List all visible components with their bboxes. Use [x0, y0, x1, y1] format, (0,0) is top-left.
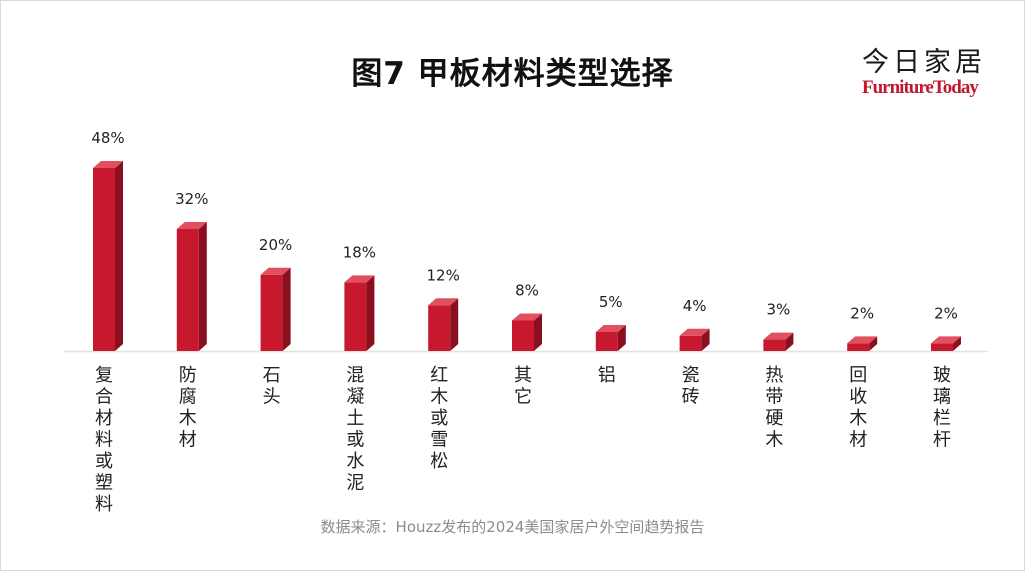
bar-10: [847, 343, 870, 351]
data-label-11: 2%: [934, 304, 958, 322]
category-label-4-char-2: 凝: [346, 387, 364, 408]
category-label-5-char-4: 雪: [430, 430, 448, 451]
data-label-3: 20%: [259, 236, 292, 254]
bar-top-3: [260, 267, 291, 275]
data-label-9: 3%: [767, 301, 791, 319]
category-label-10-char-2: 收: [849, 387, 867, 408]
category-label-5-char-2: 木: [430, 387, 448, 408]
category-label-6-char-2: 它: [514, 387, 532, 408]
category-label-11-char-3: 栏: [933, 408, 951, 429]
bar-6: [512, 320, 534, 351]
category-label-5-char-5: 松: [430, 451, 448, 472]
category-label-5-char-1: 红: [430, 365, 448, 386]
bar-side-6: [534, 313, 542, 351]
bar-7: [595, 331, 618, 351]
category-label-10-char-3: 木: [849, 408, 867, 429]
category-label-4-char-5: 水: [346, 451, 364, 472]
data-label-7: 5%: [599, 293, 623, 311]
bar-side-7: [617, 324, 626, 351]
bar-2: [176, 229, 199, 351]
bar-side-2: [198, 222, 207, 351]
category-label-8-char-2: 砖: [682, 387, 700, 408]
category-label-4-char-6: 泥: [346, 473, 364, 494]
data-label-6: 8%: [515, 282, 539, 300]
bar-3: [260, 274, 283, 351]
bar-side-8: [701, 328, 710, 351]
bar-side-5: [450, 298, 459, 351]
bar-8: [679, 335, 702, 351]
bar-4: [344, 282, 367, 351]
bar-5: [428, 305, 451, 351]
category-label-11-char-2: 璃: [933, 387, 951, 408]
bar-top-2: [176, 222, 207, 229]
category-label-5-char-3: 或: [430, 408, 448, 429]
data-label-1: 48%: [91, 129, 124, 147]
bar-side-9: [785, 332, 794, 351]
data-label-2: 32%: [175, 190, 208, 208]
bar-side-4: [366, 275, 375, 351]
category-label-11-char-4: 杆: [933, 430, 951, 451]
brand-logo-cn: 今日家居: [862, 47, 986, 78]
category-label-3-char-2: 头: [263, 387, 281, 408]
category-label-2-char-2: 腐: [179, 387, 197, 408]
bar-top-11: [931, 336, 961, 344]
category-label-9-char-3: 硬: [765, 408, 783, 429]
category-label-10-char-1: 回: [849, 365, 867, 386]
data-label-5: 12%: [427, 266, 460, 284]
category-label-1-char-2: 合: [95, 387, 113, 408]
bar-side-3: [282, 267, 291, 351]
bar-top-6: [512, 313, 542, 321]
category-label-8-char-1: 瓷: [682, 365, 700, 386]
bar-top-10: [847, 336, 878, 344]
bar-top-7: [595, 324, 626, 332]
category-label-2-char-1: 防: [179, 365, 197, 386]
category-label-2-char-3: 木: [179, 408, 197, 429]
category-label-4-char-4: 或: [346, 430, 364, 451]
bar-side-1: [115, 161, 123, 351]
category-label-10-char-4: 材: [849, 430, 867, 451]
category-label-3-char-1: 石: [263, 365, 281, 386]
category-label-9-char-4: 木: [765, 430, 783, 451]
bar-11: [931, 343, 953, 351]
category-label-4-char-1: 混: [346, 365, 364, 386]
category-label-1-char-7: 料: [95, 494, 113, 515]
bar-top-9: [763, 332, 794, 340]
category-label-4-char-3: 土: [346, 408, 364, 429]
category-label-9-char-1: 热: [765, 365, 783, 386]
bar-top-5: [428, 298, 459, 306]
data-label-4: 18%: [343, 243, 376, 261]
category-label-6-char-1: 其: [514, 365, 532, 386]
category-label-1-char-4: 料: [95, 430, 113, 451]
bar-9: [763, 339, 786, 351]
category-label-1-char-1: 复: [95, 365, 113, 386]
bar-side-10: [869, 336, 878, 351]
category-label-7-char-1: 铝: [598, 365, 616, 386]
category-label-1-char-6: 塑: [95, 473, 113, 494]
data-label-8: 4%: [683, 297, 707, 315]
bar-top-4: [344, 275, 375, 283]
bar-1: [93, 168, 115, 351]
data-source-note: 数据来源：Houzz发布的2024美国家居户外空间趋势报告: [320, 518, 705, 536]
data-label-10: 2%: [850, 304, 874, 322]
bar-top-8: [679, 328, 710, 336]
category-label-1-char-5: 或: [95, 451, 113, 472]
bar-side-11: [953, 336, 961, 351]
category-label-1-char-3: 材: [95, 408, 113, 429]
bar-top-1: [93, 161, 123, 168]
category-label-9-char-2: 带: [765, 387, 783, 408]
chart-title: 图7 甲板材料类型选择: [351, 56, 674, 92]
category-label-11-char-1: 玻: [933, 365, 951, 386]
brand-logo-en: FurnitureToday: [862, 77, 979, 98]
category-label-2-char-4: 材: [179, 430, 197, 451]
